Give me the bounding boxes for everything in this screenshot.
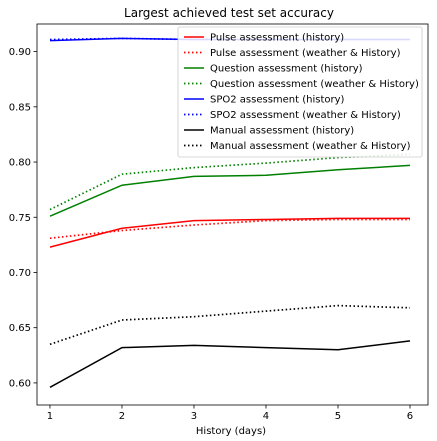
x-tick-label: 5: [335, 411, 341, 422]
legend-label-4: Question assessment (weather & History): [210, 79, 419, 90]
legend-label-8: Manual assessment (weather & History): [210, 141, 411, 152]
legend-label-6: SPO2 assessment (weather & History): [210, 110, 401, 121]
y-tick-label: 0.85: [9, 102, 31, 113]
x-tick-label: 3: [191, 411, 197, 422]
series-line-8: [49, 304, 411, 346]
legend-label-3: Question assessment (history): [210, 64, 363, 75]
x-axis-label: History (days): [196, 426, 266, 437]
legend-label-2: Pulse assessment (weather & History): [210, 48, 401, 59]
x-tick-label: 1: [47, 411, 53, 422]
legend-label-5: SPO2 assessment (history): [210, 95, 345, 106]
series-line-7: [49, 340, 411, 388]
chart-title: Largest achieved test set accuracy: [124, 6, 334, 20]
plot-area: 1 2 3 4 5 6 0.60 0.65 0.70 0.75 0.80 0.85 0.90 Pulse …: [9, 23, 429, 422]
y-tick-label: 0.90: [9, 47, 31, 58]
x-tick-label: 2: [119, 411, 125, 422]
legend-box: [177, 26, 423, 158]
y-tick-label: 0.70: [9, 268, 31, 279]
plot-frame: [36, 23, 429, 406]
series-line-2: [49, 218, 410, 240]
legend-label-1: Pulse assessment (history): [210, 33, 344, 44]
y-tick-label: 0.65: [9, 323, 31, 334]
y-tick-label: 0.80: [9, 158, 31, 169]
x-tick-label: 6: [407, 411, 413, 422]
x-tick-label: 4: [263, 411, 269, 422]
y-tick-label: 0.60: [9, 378, 31, 389]
series-line-4: [49, 153, 411, 211]
series-line-3: [49, 164, 411, 217]
y-tick-label: 0.75: [9, 213, 31, 224]
legend-label-7: Manual assessment (history): [210, 126, 354, 137]
